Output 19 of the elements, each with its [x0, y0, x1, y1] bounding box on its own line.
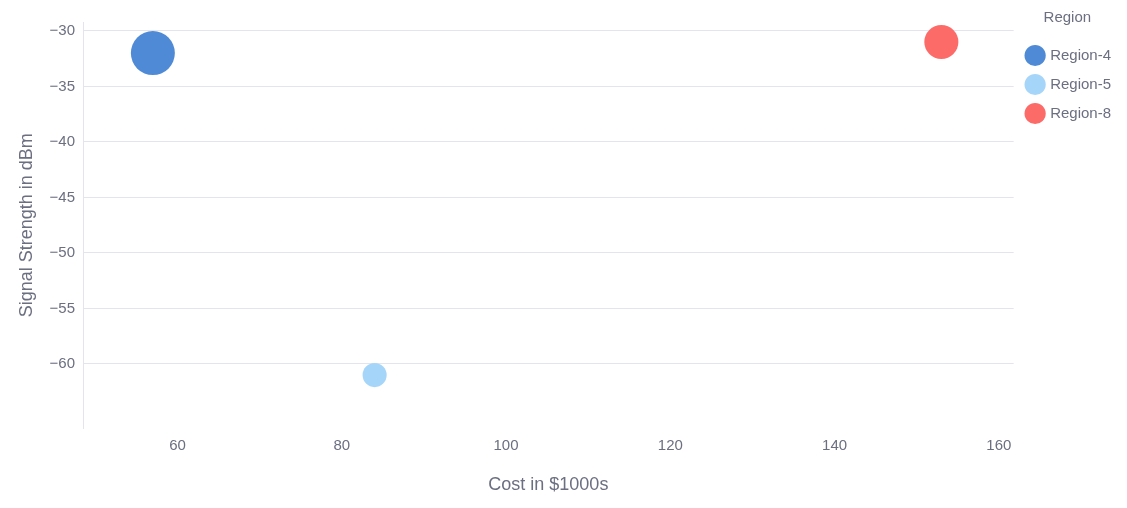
x-tick-label: 160 [986, 435, 1012, 453]
x-tick-label: 100 [493, 435, 519, 453]
legend-label: Region-4 [1050, 45, 1111, 63]
legend-label: Region-5 [1050, 74, 1111, 92]
x-axis-title: Cost in $1000s [488, 474, 609, 495]
legend-title: Region [1043, 7, 1092, 25]
y-tick-label: −30 [49, 21, 76, 39]
y-tick-label: −60 [49, 354, 76, 372]
y-tick-label: −50 [49, 243, 76, 261]
x-tick-label: 60 [169, 435, 186, 453]
y-tick-label: −55 [49, 298, 76, 316]
x-tick-label: 140 [822, 435, 848, 453]
y-tick-label: −35 [49, 76, 76, 94]
x-tick-label: 80 [333, 435, 351, 453]
y-tick-label: −40 [49, 132, 76, 150]
x-tick-label: 120 [657, 435, 683, 453]
y-axis-title: Signal Strength in dBm [15, 133, 36, 318]
legend-label: Region-8 [1050, 103, 1111, 121]
y-tick-label: −45 [49, 187, 76, 205]
